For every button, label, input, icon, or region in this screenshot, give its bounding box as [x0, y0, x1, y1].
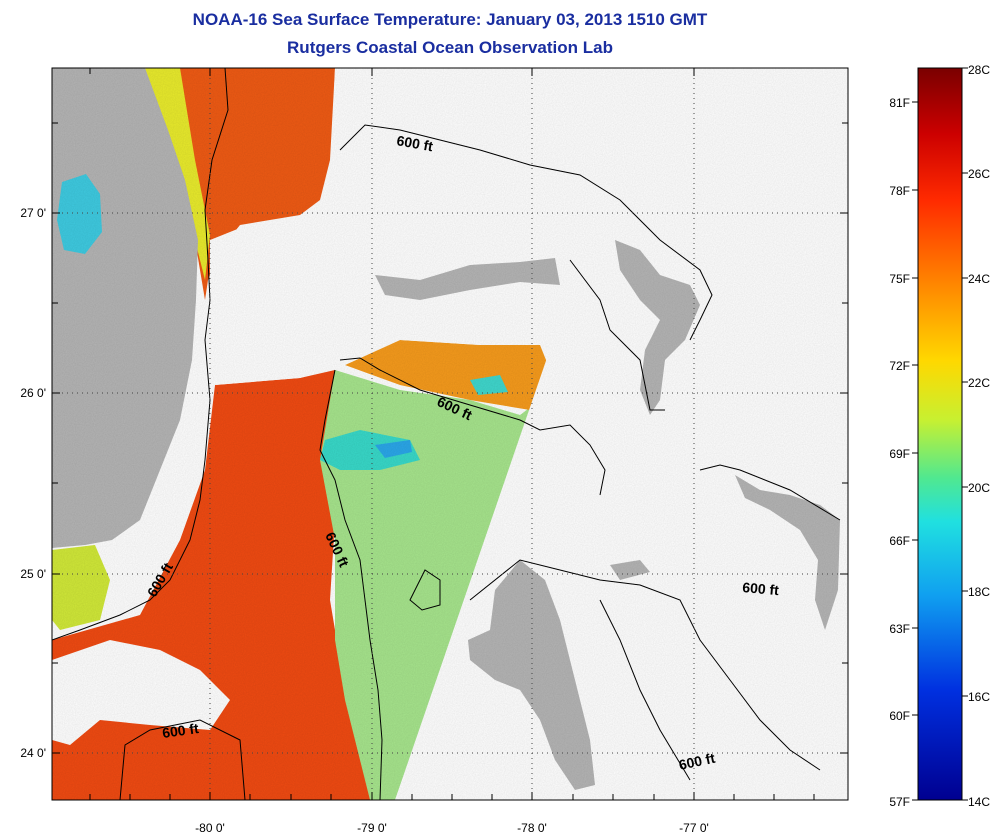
colorbar-f-label: 78F: [889, 184, 910, 198]
colorbar-c-label: 14C: [968, 795, 990, 809]
map-title: NOAA-16 Sea Surface Temperature: January…: [192, 10, 708, 29]
colorbar-f-label: 57F: [889, 795, 910, 809]
contour-label: 600 ft: [677, 750, 716, 773]
colorbar-c-label: 22C: [968, 376, 990, 390]
lon-tick-label: -77 0': [679, 821, 709, 835]
colorbar-f-label: 63F: [889, 622, 910, 636]
colorbar-f-label: 66F: [889, 534, 910, 548]
map-frame: [51, 67, 849, 801]
lon-tick-label: -79 0': [357, 821, 387, 835]
colorbar-c-label: 18C: [968, 585, 990, 599]
colorbar-f-label: 75F: [889, 272, 910, 286]
map-subtitle: Rutgers Coastal Ocean Observation Lab: [287, 38, 613, 57]
colorbar-c-label: 28C: [968, 63, 990, 77]
contour-label: 600 ft: [395, 132, 434, 154]
contour-label: 600 ft: [161, 720, 200, 741]
colorbar: 28C 26C 24C 22C 20C 18C 16C 14C 81F 78F …: [889, 63, 990, 809]
colorbar-f-label: 81F: [889, 96, 910, 110]
lat-tick-label: 26 0': [20, 386, 46, 400]
colorbar-c-label: 16C: [968, 690, 990, 704]
lat-tick-label: 24 0': [20, 746, 46, 760]
colorbar-f-label: 69F: [889, 447, 910, 461]
lat-tick-label: 25 0': [20, 567, 46, 581]
colorbar-c-label: 26C: [968, 167, 990, 181]
map-ticks: [52, 68, 848, 800]
colorbar-scale: [917, 67, 963, 801]
colorbar-f-label: 60F: [889, 709, 910, 723]
lon-tick-label: -80 0': [195, 821, 225, 835]
contour-label: 600 ft: [742, 579, 780, 598]
lon-tick-label: -78 0': [517, 821, 547, 835]
map-grid: [52, 68, 848, 800]
colorbar-c-label: 20C: [968, 481, 990, 495]
colorbar-f-label: 72F: [889, 359, 910, 373]
texture-overlay: [52, 68, 848, 800]
lat-tick-label: 27 0': [20, 206, 46, 220]
colorbar-c-label: 24C: [968, 272, 990, 286]
map-content: [52, 68, 848, 800]
